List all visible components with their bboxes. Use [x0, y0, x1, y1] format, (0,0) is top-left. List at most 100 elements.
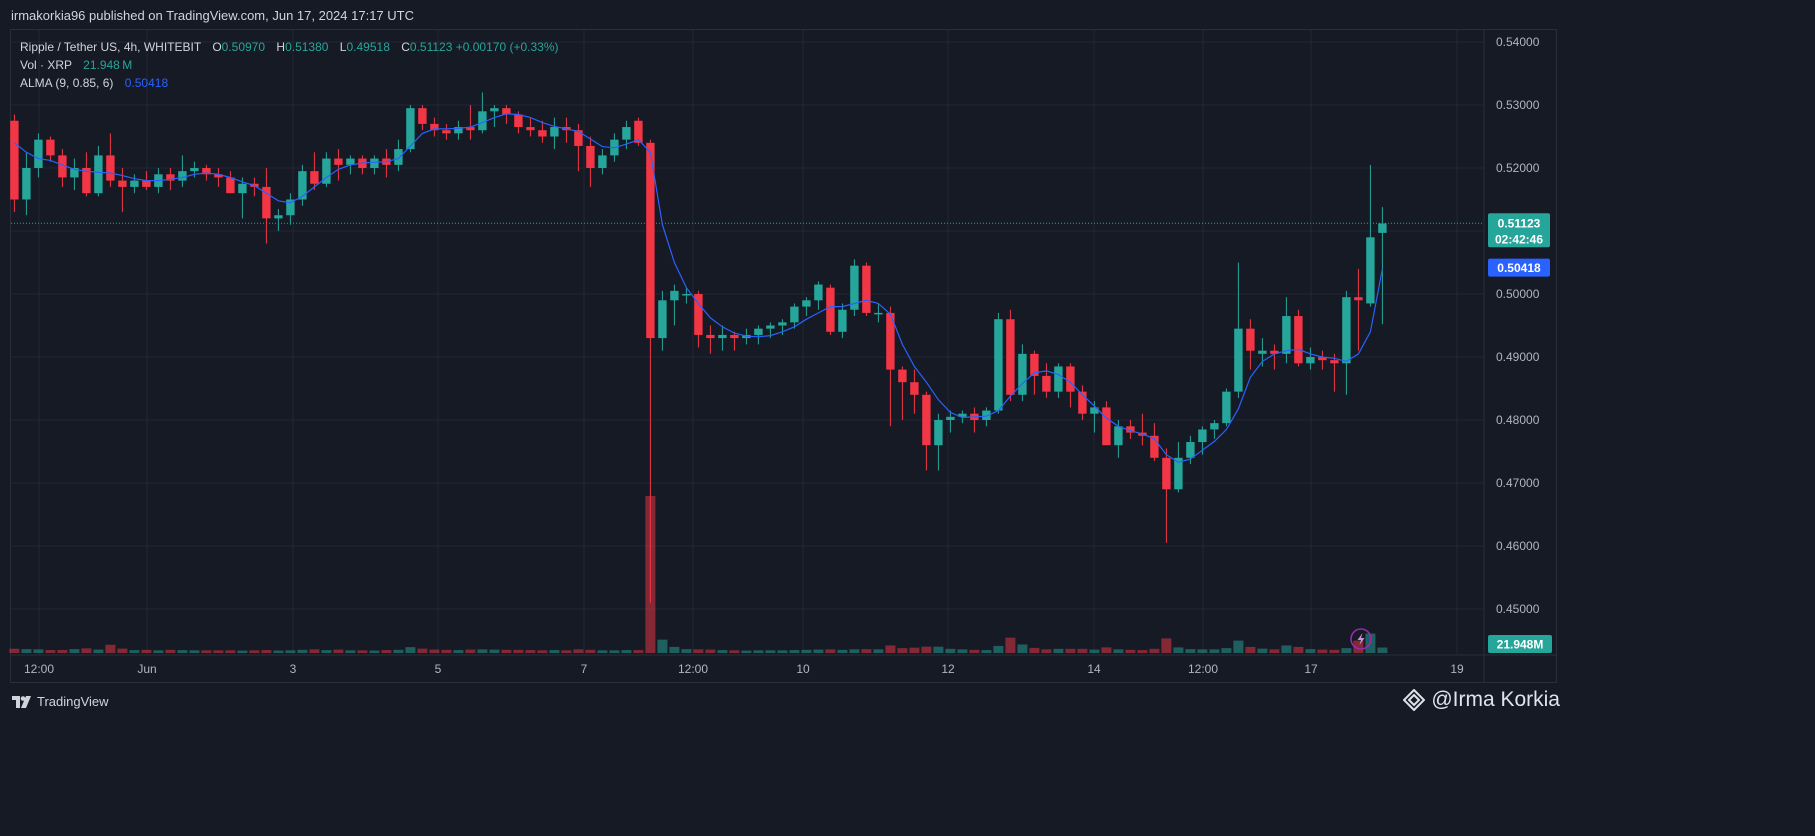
- volume-bar: [837, 649, 848, 653]
- candle-body: [1318, 357, 1327, 361]
- candle: [418, 105, 427, 131]
- candle: [502, 105, 511, 124]
- candle: [946, 410, 955, 433]
- candle: [922, 391, 931, 471]
- candle-body: [1102, 407, 1111, 446]
- candle-body: [202, 168, 211, 175]
- legend-change: +0.00170 (+0.33%): [455, 40, 559, 54]
- candle: [130, 174, 139, 194]
- volume-bar: [189, 650, 200, 653]
- legend-ohlc-row: Ripple / Tether US, 4h, WHITEBIT O0.5097…: [20, 38, 558, 56]
- volume-bar: [561, 650, 572, 653]
- candle-body: [490, 108, 499, 112]
- volume-bar: [1161, 638, 1172, 653]
- candle-body: [694, 294, 703, 335]
- price-axis: 0.540000.530000.520000.510000.500000.490…: [1496, 35, 1540, 616]
- candle-body: [1030, 353, 1039, 376]
- volume-bar: [405, 647, 416, 653]
- candle: [1006, 309, 1015, 402]
- candle-body: [106, 155, 115, 181]
- candle: [1150, 423, 1159, 461]
- volume-bar: [981, 650, 992, 653]
- x-tick-label: 10: [796, 662, 810, 676]
- candle-body: [634, 120, 643, 143]
- legend-volume-row: Vol · XRP 21.948 M: [20, 56, 558, 74]
- candle-body: [814, 284, 823, 301]
- candle-body: [238, 183, 247, 194]
- volume-bar: [1149, 648, 1160, 653]
- volume-bar: [237, 650, 248, 653]
- candle-body: [22, 168, 31, 200]
- candle-body: [1090, 407, 1099, 414]
- candle-body: [1306, 357, 1315, 364]
- volume-bar: [1341, 648, 1352, 653]
- candle: [1018, 344, 1027, 402]
- candle: [1342, 290, 1351, 395]
- volume-bar: [1185, 649, 1196, 653]
- volume-bar: [669, 646, 680, 653]
- y-tick-label: 0.49000: [1496, 350, 1540, 364]
- volume-bar: [1293, 646, 1304, 653]
- candle: [598, 149, 607, 175]
- candle: [22, 152, 31, 216]
- volume-bar: [333, 649, 344, 653]
- candle: [1318, 350, 1327, 370]
- candle: [910, 369, 919, 414]
- candle-body: [478, 111, 487, 131]
- volume-bar: [213, 650, 224, 653]
- candle-body: [514, 114, 523, 128]
- volume-bar: [9, 648, 20, 653]
- candle-body: [1018, 353, 1027, 395]
- candle: [874, 303, 883, 323]
- candle: [754, 325, 763, 345]
- volume-bar: [705, 649, 716, 653]
- x-tick-label: Jun: [137, 662, 156, 676]
- candle: [382, 149, 391, 178]
- x-tick-label: 5: [435, 662, 442, 676]
- volume-bar: [1221, 648, 1232, 653]
- candle-body: [406, 108, 415, 150]
- x-tick-label: 12:00: [24, 662, 54, 676]
- candle-body: [886, 312, 895, 370]
- volume-bar: [921, 646, 932, 653]
- candle: [718, 325, 727, 351]
- volume-bar: [345, 650, 356, 653]
- volume-bar: [465, 649, 476, 653]
- volume-bar: [933, 646, 944, 653]
- candle-body: [1366, 237, 1375, 304]
- volume-bar: [129, 650, 140, 653]
- candlestick-chart[interactable]: 0.540000.530000.520000.510000.500000.490…: [0, 0, 1568, 722]
- tradingview-brand[interactable]: TradingView: [12, 694, 109, 709]
- lightning-icon[interactable]: [1350, 628, 1372, 650]
- volume-bar: [597, 650, 608, 653]
- volume-bar: [1233, 640, 1244, 653]
- alma-line: [14, 113, 1383, 463]
- volume-bar: [621, 650, 632, 653]
- candle: [454, 120, 463, 140]
- candle-body: [790, 306, 799, 323]
- candle-body: [1198, 429, 1207, 443]
- candle: [94, 145, 103, 197]
- volume-bar: [909, 647, 920, 653]
- candle-body: [778, 322, 787, 326]
- candle: [538, 120, 547, 143]
- candle-body: [1054, 366, 1063, 392]
- candle: [274, 208, 283, 231]
- volume-bar: [873, 649, 884, 653]
- volume-bar: [141, 649, 152, 653]
- candle: [1162, 448, 1171, 543]
- candle-body: [166, 174, 175, 181]
- grid-lines: [11, 30, 1556, 683]
- volume-bar: [1053, 648, 1064, 653]
- candle-body: [1282, 316, 1291, 354]
- volume-bar: [1101, 647, 1112, 653]
- candle-body: [982, 410, 991, 420]
- volume-bar: [285, 650, 296, 653]
- candle: [826, 284, 835, 335]
- volume-bar: [1077, 648, 1088, 653]
- candle: [526, 117, 535, 137]
- candle-body: [1222, 391, 1231, 424]
- candle-body: [994, 319, 1003, 411]
- candle: [1078, 385, 1087, 420]
- volume-bar: [1173, 647, 1184, 653]
